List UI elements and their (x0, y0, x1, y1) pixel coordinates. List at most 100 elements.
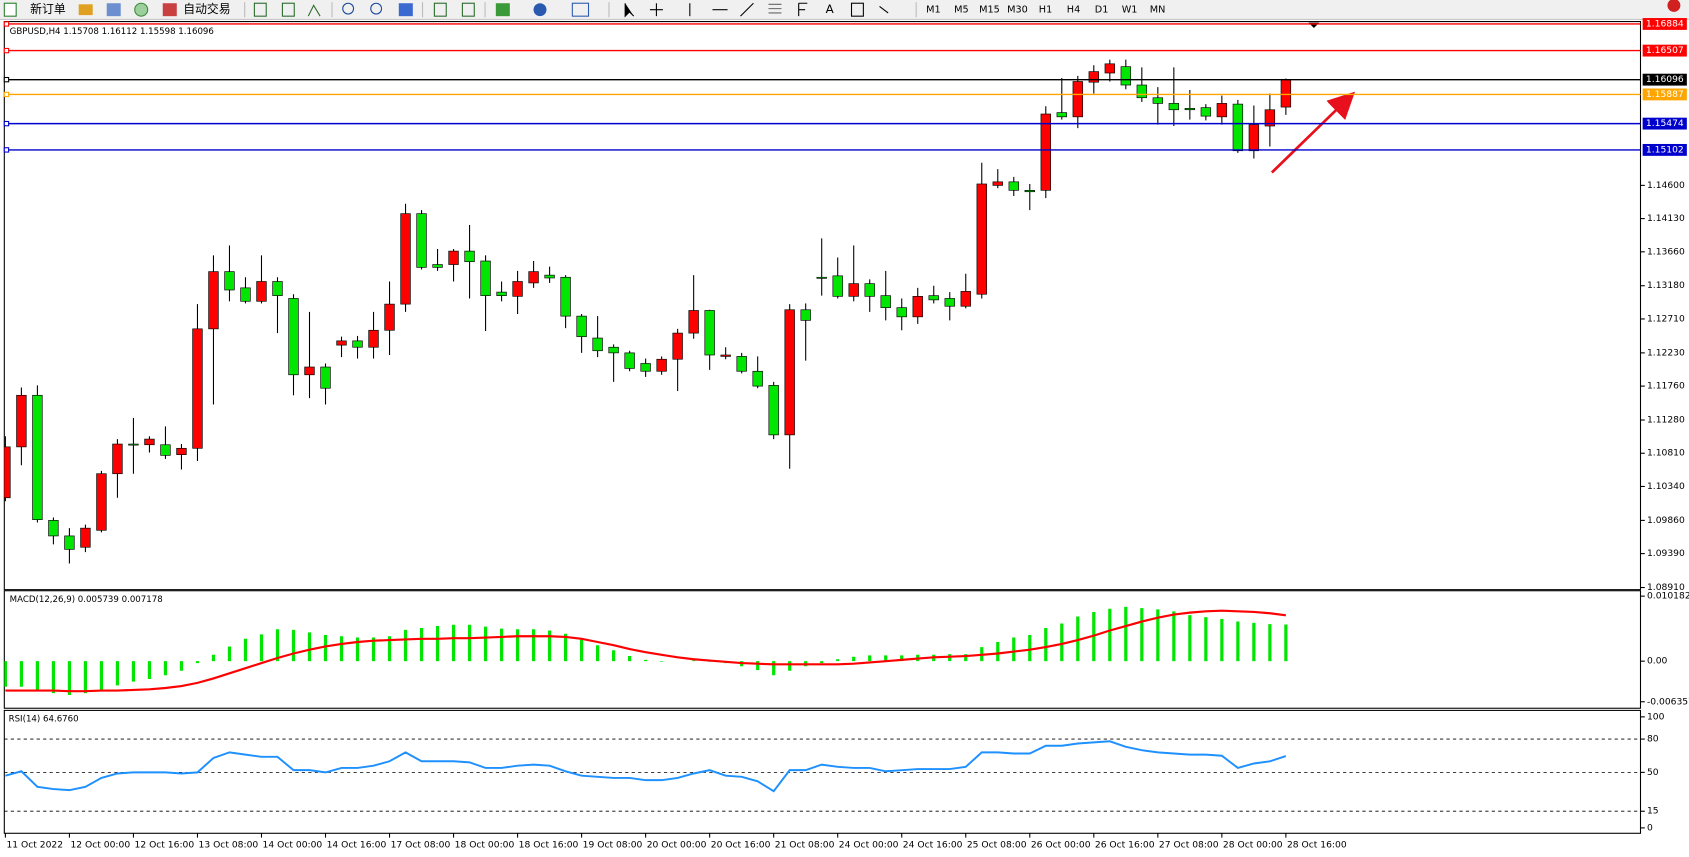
candle-body (800, 309, 811, 321)
candle-body (336, 340, 347, 346)
candle-body (720, 354, 731, 357)
rsi-panel (3, 709, 1642, 834)
candle-body (880, 295, 891, 308)
candle-body (1008, 181, 1019, 191)
candle-body (352, 340, 363, 348)
candle-body (112, 443, 123, 475)
y-tick-label: 1.08910 (1647, 582, 1685, 593)
candle-body (768, 385, 779, 436)
candle-body (992, 181, 1003, 186)
candle-body (816, 276, 827, 279)
candle-body (224, 271, 235, 291)
price-level-label: 1.16096 (1646, 74, 1684, 85)
candle-body (1024, 190, 1035, 193)
candle-body (384, 303, 395, 331)
candle-body (1200, 107, 1212, 117)
candle-body (944, 298, 955, 307)
x-tick-label: 12 Oct 16:00 (135, 840, 195, 851)
timeframe-bar: M1 M5 M15 M30 H1 H4 D1 W1 MN (926, 5, 1165, 16)
candle-body (976, 183, 987, 295)
y-tick-label: 1.09390 (1647, 548, 1685, 559)
x-tick-label: 20 Oct 16:00 (711, 840, 771, 851)
candle-body (1216, 103, 1228, 118)
candle-body (544, 274, 555, 279)
candle-body (672, 332, 683, 360)
timeframe-button[interactable]: M15 (979, 5, 1000, 16)
timeframe-button[interactable]: D1 (1095, 5, 1109, 16)
candle-body (32, 394, 43, 520)
timeframe-button[interactable]: M1 (926, 5, 941, 16)
y-tick-label: 80 (1647, 734, 1659, 745)
candle-body (1104, 63, 1115, 74)
candle-body (512, 281, 523, 297)
y-tick-label: 1.13180 (1647, 280, 1685, 291)
candle-body (1184, 108, 1196, 111)
plot-area (4, 59, 1292, 564)
x-tick-label: 14 Oct 00:00 (263, 840, 323, 851)
candle-body (480, 260, 491, 296)
candle-body (608, 346, 619, 354)
timeframe-button[interactable]: MN (1150, 5, 1166, 16)
candle-body (400, 213, 411, 305)
y-tick-label: 100 (1647, 711, 1665, 722)
y-tick-label: 1.14130 (1647, 213, 1685, 224)
y-tick-label: 1.14600 (1647, 180, 1685, 191)
auto-trading-button[interactable]: 自动交易 (183, 2, 230, 16)
price-level-anchor (3, 147, 10, 153)
y-tick-label: 0.00 (1647, 656, 1668, 667)
candle-body (1168, 103, 1180, 111)
notification[interactable] (1667, 0, 1681, 12)
x-tick-label: 21 Oct 08:00 (775, 840, 835, 851)
toolbar-icons: A (3, 2, 917, 18)
candle-body (192, 328, 203, 449)
price-level-anchor (3, 21, 10, 27)
candle-body (1056, 112, 1067, 118)
x-tick-label: 11 Oct 2022 (6, 840, 63, 851)
candle-body (752, 370, 763, 387)
candle-body (928, 295, 939, 301)
candle-body (80, 527, 91, 548)
x-tick-label: 14 Oct 16:00 (327, 840, 387, 851)
y-tick-label: 0 (1647, 822, 1653, 833)
x-tick-label: 19 Oct 08:00 (583, 840, 643, 851)
x-tick-label: 24 Oct 00:00 (839, 840, 899, 851)
price-title: GBPUSD,H4 1.15708 1.16112 1.15598 1.1609… (10, 27, 214, 37)
candle-body (560, 276, 571, 317)
plot-area (4, 606, 1288, 696)
candle-body (176, 447, 187, 455)
candle-body (656, 358, 667, 372)
candle-body (1136, 84, 1148, 99)
candle-body (416, 213, 427, 268)
signal-line (5, 609, 1287, 693)
y-tick-label: 1.09860 (1647, 515, 1685, 526)
timeframe-button[interactable]: M5 (954, 5, 969, 16)
candle-body (256, 281, 267, 302)
candle-body (4, 446, 11, 499)
plot-area (4, 738, 1641, 812)
annotation-arrow (1270, 91, 1356, 174)
new-order-button[interactable]: 新订单 (30, 2, 66, 16)
x-tick-label: 20 Oct 00:00 (647, 840, 707, 851)
candle-body (48, 520, 59, 537)
rsi-line (5, 740, 1287, 793)
price-panel (3, 21, 1642, 591)
x-tick-label: 12 Oct 00:00 (70, 840, 130, 851)
macd-panel (3, 590, 1642, 709)
candle-body (496, 291, 507, 296)
x-tick-label: 24 Oct 16:00 (903, 840, 963, 851)
timeframe-button[interactable]: H1 (1039, 5, 1052, 16)
rsi-title: RSI(14) 64.6760 (9, 715, 79, 725)
timeframe-button[interactable]: M30 (1007, 5, 1028, 16)
timeframe-button[interactable]: W1 (1122, 5, 1138, 16)
x-tick-label: 28 Oct 00:00 (1223, 840, 1283, 851)
x-tick-label: 18 Oct 16:00 (519, 840, 579, 851)
candle-body (1040, 113, 1051, 191)
timeframe-button[interactable]: H4 (1067, 5, 1080, 16)
y-tick-label: 15 (1647, 806, 1659, 817)
candle-body (304, 366, 315, 376)
candle-body (576, 315, 587, 337)
candle-body (448, 250, 459, 265)
candle-body (704, 310, 715, 356)
candle-body (1232, 103, 1244, 152)
